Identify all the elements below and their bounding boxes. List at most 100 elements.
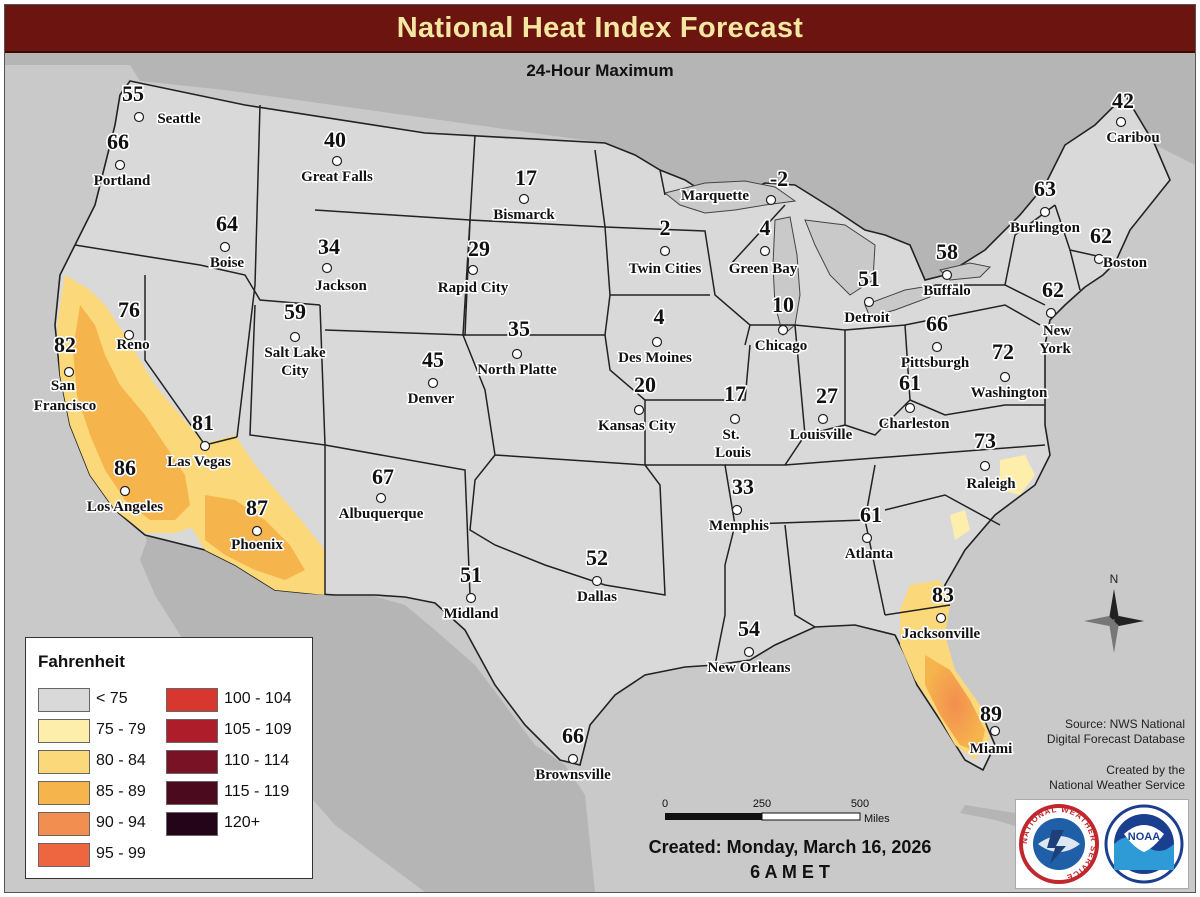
city-heat-index-value: 55	[122, 81, 144, 106]
city-heat-index-value: 82	[54, 332, 76, 357]
city-heat-index-value: 51	[460, 562, 482, 587]
city-marker-icon	[935, 612, 947, 624]
city-heat-index-value: 45	[422, 347, 444, 372]
city-marker-icon	[1093, 253, 1105, 265]
city-los-angeles: 86 Los Angeles	[85, 453, 165, 516]
city-heat-index-value: 72	[992, 339, 1014, 364]
heat-zone-california-hot	[73, 305, 190, 520]
legend-label: 115 - 119	[224, 783, 290, 800]
city-marker-icon	[863, 296, 875, 308]
legend-label: 120+	[224, 814, 261, 831]
city-marker-icon	[219, 241, 231, 253]
city-name-label: Green Bay	[729, 261, 798, 277]
legend-swatch	[166, 781, 218, 805]
city-name-label: Twin Cities	[629, 261, 702, 277]
city-marker-icon	[133, 111, 145, 123]
city-memphis: 33 Memphis	[707, 472, 770, 535]
city-marker-icon	[651, 336, 663, 348]
city-heat-index-value: 33	[732, 474, 754, 499]
city-marquette: -2 Marquette	[679, 164, 789, 205]
legend-label: 110 - 114	[224, 752, 290, 769]
legend-swatch	[38, 812, 90, 836]
city-marker-icon	[114, 159, 126, 171]
north-arrow-icon: N	[1084, 572, 1144, 653]
city-name-label: Washington	[971, 385, 1048, 401]
city-heat-index-value: 62	[1042, 277, 1064, 302]
city-heat-index-value: 2	[660, 215, 671, 240]
city-heat-index-value: 40	[324, 127, 346, 152]
city-name-label: Las Vegas	[167, 454, 231, 470]
city-san-francisco: 82 San Francisco	[32, 330, 98, 415]
city-name-label: Burlington	[1010, 220, 1081, 236]
city-dallas: 52 Dallas	[575, 543, 618, 606]
city-caribou: 42 Caribou	[1105, 86, 1162, 147]
city-name-label: Los Angeles	[87, 499, 163, 515]
city-name-label: New York	[1039, 323, 1071, 357]
city-name-label: Dallas	[577, 589, 617, 605]
canada-landmass	[5, 51, 1195, 280]
city-name-label: Charleston	[879, 416, 950, 432]
legend-swatch	[38, 688, 90, 712]
source-note: Source: NWS National Digital Forecast Da…	[995, 717, 1185, 747]
city-heat-index-value: 4	[654, 304, 665, 329]
city-marker-icon	[465, 592, 477, 604]
city-heat-index-value: 34	[318, 234, 340, 259]
city-marker-icon	[1045, 307, 1057, 319]
city-marker-icon	[1115, 116, 1127, 128]
city-name-label: Albuquerque	[339, 506, 424, 522]
legend-label: 100 - 104	[224, 690, 292, 707]
city-jackson: 34 Jackson	[314, 232, 370, 295]
scale-tick-500: 500	[851, 798, 869, 810]
lake-huron	[804, 219, 876, 296]
city-twin-cities: 2 Twin Cities	[627, 213, 703, 278]
city-heat-index-value: 62	[1090, 223, 1112, 248]
city-marker-icon	[904, 402, 916, 414]
city-name-label: Denver	[408, 391, 455, 407]
legend-swatch	[38, 843, 90, 867]
city-st-louis: 17 St. Louis	[713, 379, 752, 462]
city-heat-index-value: 89	[980, 701, 1002, 726]
city-heat-index-value: 66	[926, 311, 948, 336]
city-name-label: Jacksonville	[902, 626, 981, 642]
city-name-label: Buffalo	[923, 283, 971, 299]
map-title: National Heat Index Forecast	[396, 12, 804, 44]
city-heat-index-value: 66	[107, 129, 129, 154]
city-heat-index-value: 66	[562, 723, 584, 748]
city-phoenix: 87 Phoenix	[230, 493, 285, 554]
city-las-vegas: 81 Las Vegas	[166, 408, 233, 471]
city-marker-icon	[743, 646, 755, 658]
city-heat-index-value: 58	[936, 239, 958, 264]
city-name-label: Brownsville	[535, 767, 611, 783]
city-name-label: Midland	[443, 606, 499, 622]
city-brownsville: 66 Brownsville	[534, 721, 613, 784]
city-name-label: Jackson	[315, 278, 367, 294]
city-heat-index-value: 61	[899, 370, 921, 395]
city-heat-index-value: 51	[858, 266, 880, 291]
source-line-2: Digital Forecast Database	[1046, 732, 1185, 746]
heat-zone-florida-hot	[925, 655, 985, 753]
city-marker-icon	[289, 331, 301, 343]
legend-swatch	[166, 750, 218, 774]
city-marker-icon	[63, 366, 75, 378]
city-marker-icon	[989, 725, 1001, 737]
legend-swatch	[38, 719, 90, 743]
city-name-label: Great Falls	[301, 169, 373, 185]
city-heat-index-value: 86	[114, 455, 136, 480]
city-pittsburgh: 66 Pittsburgh	[899, 309, 971, 372]
legend-label: 105 - 109	[224, 721, 292, 738]
city-marker-icon	[427, 377, 439, 389]
city-name-label: Phoenix	[231, 537, 283, 553]
city-heat-index-value: 17	[724, 381, 746, 406]
city-marker-icon	[931, 341, 943, 353]
scale-bar: 0 250 500 Miles	[662, 798, 890, 825]
city-heat-index-value: 83	[932, 582, 954, 607]
city-midland: 51 Midland	[442, 560, 501, 623]
city-heat-index-value: 27	[816, 383, 838, 408]
legend-label: 95 - 99	[96, 845, 146, 862]
city-boise: 64 Boise	[208, 209, 246, 272]
city-detroit: 51 Detroit	[843, 264, 892, 327]
city-name-label: Salt Lake City	[264, 345, 326, 379]
city-heat-index-value: 4	[760, 215, 771, 240]
city-marker-icon	[941, 269, 953, 281]
city-heat-index-value: 64	[216, 211, 238, 236]
